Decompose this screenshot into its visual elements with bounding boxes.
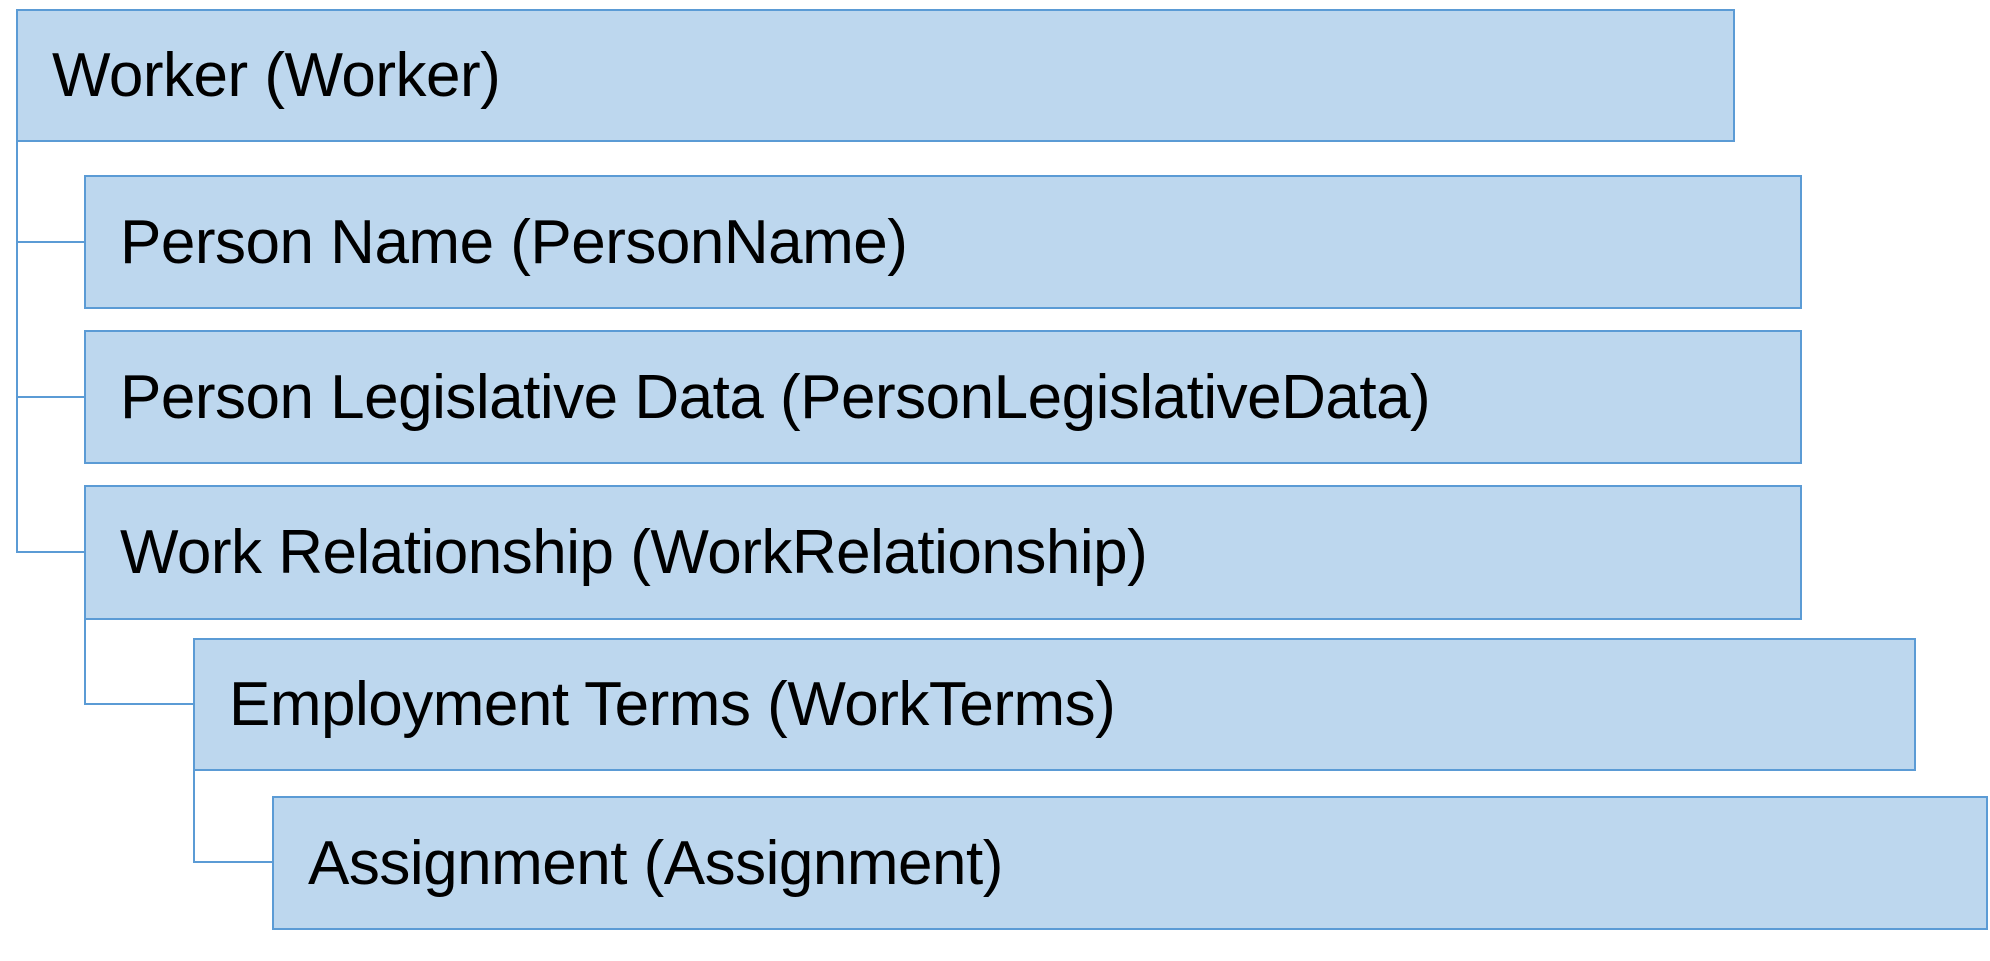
- connector-worker-trunk: [16, 142, 18, 552]
- node-person-name: Person Name (PersonName): [84, 175, 1802, 309]
- node-assignment: Assignment (Assignment): [272, 796, 1988, 930]
- node-label: Person Legislative Data (PersonLegislati…: [120, 362, 1431, 432]
- node-worker: Worker (Worker): [16, 9, 1735, 142]
- connector-work-relationship: [16, 551, 84, 553]
- connector-person-name: [16, 241, 84, 243]
- connector-employment-terms: [84, 703, 193, 705]
- node-label: Employment Terms (WorkTerms): [229, 670, 1116, 739]
- node-employment-terms: Employment Terms (WorkTerms): [193, 638, 1916, 771]
- node-label: Worker (Worker): [52, 41, 501, 110]
- node-label: Work Relationship (WorkRelationship): [120, 518, 1148, 587]
- node-label: Assignment (Assignment): [308, 828, 1003, 898]
- connector-person-legislative-data: [16, 396, 84, 398]
- connector-employment-terms-trunk: [193, 771, 195, 863]
- connector-assignment: [193, 861, 272, 863]
- connector-work-relationship-trunk: [84, 620, 86, 705]
- node-work-relationship: Work Relationship (WorkRelationship): [84, 485, 1802, 620]
- node-person-legislative-data: Person Legislative Data (PersonLegislati…: [84, 330, 1802, 464]
- node-label: Person Name (PersonName): [120, 207, 908, 277]
